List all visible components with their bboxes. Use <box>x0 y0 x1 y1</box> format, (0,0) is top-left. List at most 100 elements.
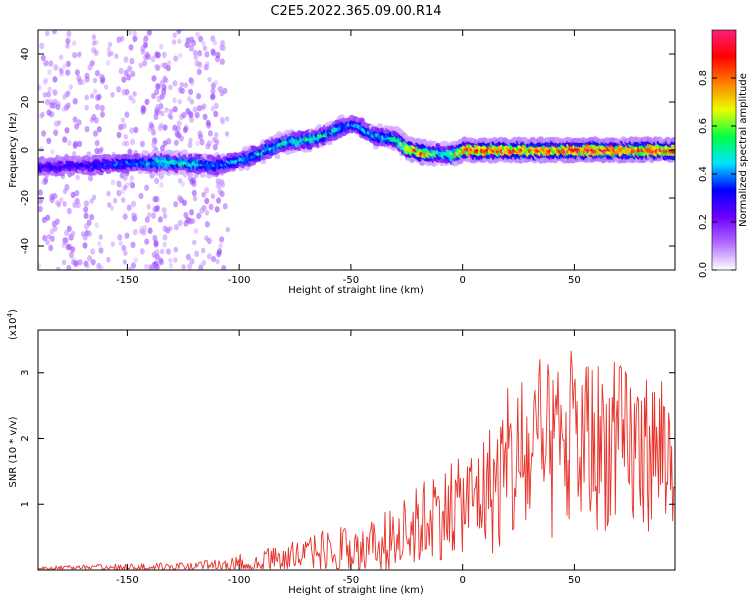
spectrogram-noise-cell <box>197 61 203 68</box>
spectrogram-noise-cell <box>150 55 156 63</box>
spectrogram-noise-cell <box>213 102 219 110</box>
spectrogram-noise-cell <box>222 203 228 210</box>
spectrogram-noise-cell <box>180 181 185 187</box>
spectrogram-noise-cell <box>177 194 182 202</box>
spectrogram-noise-cell <box>164 107 169 113</box>
spectrogram-panel: -150 -100 -50 0 50 -40 -20 0 20 40 Height of stra… <box>8 29 676 296</box>
spectrogram-cell <box>377 123 383 129</box>
spectrogram-noise-cell <box>70 191 76 199</box>
spectrogram-noise-cell <box>132 91 137 97</box>
colorbar-ticks: 0.0 0.2 0.4 0.6 0.8 <box>698 70 736 278</box>
spectrogram-noise-cell <box>42 234 48 242</box>
svg-text:(x104): (x104) <box>6 309 19 340</box>
spectrogram-noise-cell <box>146 203 151 210</box>
spectrogram-noise-cell <box>199 207 205 214</box>
spectrogram-noise-cell <box>83 200 89 207</box>
figure-title: C2E5.2022.365.09.00.R14 <box>270 4 441 19</box>
spectrogram-noise-cell <box>218 243 223 249</box>
spectrogram-noise-cell <box>224 131 230 137</box>
spectrogram-noise-cell <box>177 177 183 184</box>
spectrogram-noise-cell <box>214 206 220 213</box>
spectrogram-noise-cell <box>80 231 86 237</box>
spectrogram-noise-cell <box>219 58 225 65</box>
spectrogram-noise-cell <box>132 30 137 37</box>
spectrogram-noise-cell <box>151 129 156 136</box>
spectrogram-noise-cell <box>151 141 157 149</box>
spectrogram-noise-cell <box>215 51 221 59</box>
spectrogram-noise-cell <box>220 181 225 188</box>
spectrogram-noise-cell <box>126 204 132 211</box>
spectrogram-noise-cell <box>152 205 158 213</box>
spectrogram-noise-cell <box>194 112 200 119</box>
spectrogram-noise-cell <box>197 50 203 57</box>
spectrogram-noise-cell <box>99 265 104 270</box>
spectrogram-noise-cell <box>82 234 88 241</box>
spectrogram-noise-cell <box>201 191 206 198</box>
spectrogram-noise-cell <box>106 46 111 53</box>
spectrogram-noise-cell <box>205 143 211 150</box>
spectrogram-noise-cell <box>142 60 148 67</box>
spectrogram-noise-cell <box>155 64 161 72</box>
spectrogram-noise-cell <box>45 30 50 37</box>
spectrogram-noise-cell <box>140 104 146 112</box>
spectrogram-noise-cell <box>71 230 76 237</box>
spectrogram-noise-cell <box>65 243 71 251</box>
spectrogram-noise-cell <box>128 180 134 187</box>
spectrogram-noise-cell <box>63 237 69 244</box>
spectrogram-noise-cell <box>65 43 70 49</box>
snr-xtick-label: -50 <box>343 575 359 586</box>
spectrogram-noise-cell <box>93 88 98 95</box>
spectrogram-noise-cell <box>172 32 177 38</box>
spectrogram-noise-cell <box>177 219 183 227</box>
spectrogram-noise-cell <box>222 87 228 95</box>
snr-ytick-label: 3 <box>20 370 31 376</box>
spectrogram-noise-cell <box>44 60 49 66</box>
spectrogram-noise-cell <box>162 62 168 69</box>
spectrogram-noise-cell <box>154 88 160 96</box>
spectrogram-noise-cell <box>90 248 96 255</box>
spectrogram-xtick-label: 0 <box>459 275 465 286</box>
spectrogram-cell <box>443 141 450 147</box>
spectrogram-noise-cell <box>84 76 90 83</box>
spectrogram-noise-cell <box>191 39 197 47</box>
spectrogram-noise-cell <box>91 40 97 46</box>
spectrogram-noise-cell <box>58 54 64 61</box>
spectrogram-noise-cell <box>127 30 132 36</box>
spectrogram-noise-cell <box>59 68 64 74</box>
spectrogram-noise-cell <box>106 190 111 197</box>
spectrogram-noise-cell <box>70 246 76 253</box>
spectrogram-noise-cell <box>93 117 99 124</box>
spectrogram-noise-cell <box>162 225 168 232</box>
spectrogram-noise-cell <box>215 178 221 185</box>
colorbar-tick-label: 0.6 <box>698 118 709 134</box>
spectrogram-noise-cell <box>91 34 97 40</box>
spectrogram-noise-cell <box>160 62 165 68</box>
spectrogram-noise-cell <box>181 264 186 270</box>
spectrogram-noise-cell <box>68 84 74 90</box>
spectrogram-noise-cell <box>161 51 167 59</box>
spectrogram-noise-cell <box>188 88 194 96</box>
spectrogram-noise-cell <box>92 77 98 84</box>
spectrogram-noise-cell <box>201 260 207 266</box>
spectrogram-noise-cell <box>131 212 137 219</box>
spectrogram-noise-cell <box>142 225 147 231</box>
spectrogram-noise-cell <box>199 262 204 269</box>
spectrogram-noise-cell <box>71 259 76 266</box>
spectrogram-noise-cell <box>38 113 44 120</box>
spectrogram-noise-cell <box>212 40 217 46</box>
spectrogram-noise-cell <box>59 71 64 77</box>
spectrogram-noise-cell <box>65 60 71 68</box>
spectrogram-noise-cell <box>40 54 46 62</box>
spectrogram-noise-cell <box>194 228 199 234</box>
spectrogram-noise-cell <box>212 136 217 143</box>
spectrogram-noise-cell <box>76 75 82 82</box>
spectrogram-noise-cell <box>89 198 94 204</box>
spectrogram-noise-cell <box>62 188 68 194</box>
spectrogram-noise-cell <box>151 92 157 99</box>
spectrogram-noise-cell <box>81 79 86 85</box>
spectrogram-noise-cell <box>159 93 165 100</box>
snr-multiplier-exp: 4 <box>6 312 14 317</box>
spectrogram-noise-cell <box>116 86 122 93</box>
spectrogram-noise-cell <box>130 241 136 248</box>
